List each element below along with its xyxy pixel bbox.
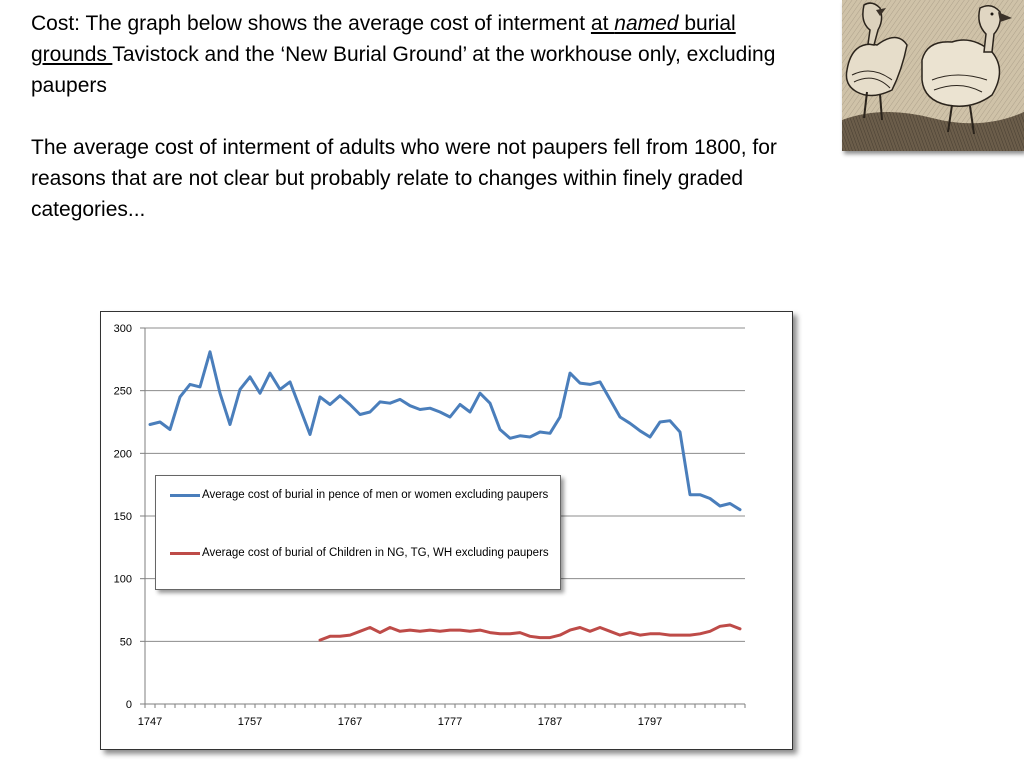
x-tick-label-1777: 1777 bbox=[438, 716, 462, 728]
series-1-line bbox=[148, 350, 742, 512]
intro-underlined-named: named bbox=[614, 12, 679, 35]
paragraph-intro: Cost: The graph below shows the average … bbox=[31, 8, 791, 101]
y-tick-label-150: 150 bbox=[114, 511, 132, 523]
chart-frame: 0 50 100 150 200 250 300 1747 1757 1767 1777 1787 17… bbox=[100, 311, 793, 750]
ducks-engraving-graphic bbox=[842, 0, 1024, 151]
x-tick-label-1797: 1797 bbox=[638, 716, 662, 728]
line-chart: 0 50 100 150 200 250 300 1747 1757 1767 1777 1787 17… bbox=[114, 323, 746, 728]
x-tick-label-1787: 1787 bbox=[538, 716, 562, 728]
intro-text: Cost: The graph below shows the average … bbox=[31, 12, 591, 35]
series-2-line bbox=[318, 623, 742, 642]
y-tick-label-0: 0 bbox=[126, 699, 132, 711]
y-tick-label-300: 300 bbox=[114, 323, 132, 335]
x-tick-label-1767: 1767 bbox=[338, 716, 362, 728]
y-tick-label-50: 50 bbox=[120, 636, 132, 648]
y-tick-label-200: 200 bbox=[114, 448, 132, 460]
chart-legend: Average cost of burial in pence of men o… bbox=[155, 475, 561, 590]
paragraph-explanation: The average cost of interment of adults … bbox=[31, 136, 777, 221]
intro-underlined-burial-grounds: burial grounds bbox=[31, 12, 736, 66]
intro-underlined-at: at bbox=[590, 12, 615, 35]
y-tick-label-250: 250 bbox=[114, 386, 132, 398]
legend-label-series-1: Average cost of burial in pence of men o… bbox=[202, 489, 549, 501]
legend-swatch-series-1 bbox=[170, 494, 200, 497]
ducks-engraving-image bbox=[842, 0, 1024, 151]
legend-label-series-2: Average cost of burial of Children in NG… bbox=[202, 547, 549, 559]
intro-suffix: Tavistock and the ‘New Burial Ground’ at… bbox=[31, 43, 776, 97]
legend-swatch-series-2 bbox=[170, 552, 200, 555]
slide-text: Cost: The graph below shows the average … bbox=[31, 8, 791, 225]
x-tick-label-1757: 1757 bbox=[238, 716, 262, 728]
x-tick-label-1747: 1747 bbox=[138, 716, 162, 728]
y-tick-label-100: 100 bbox=[114, 574, 132, 586]
